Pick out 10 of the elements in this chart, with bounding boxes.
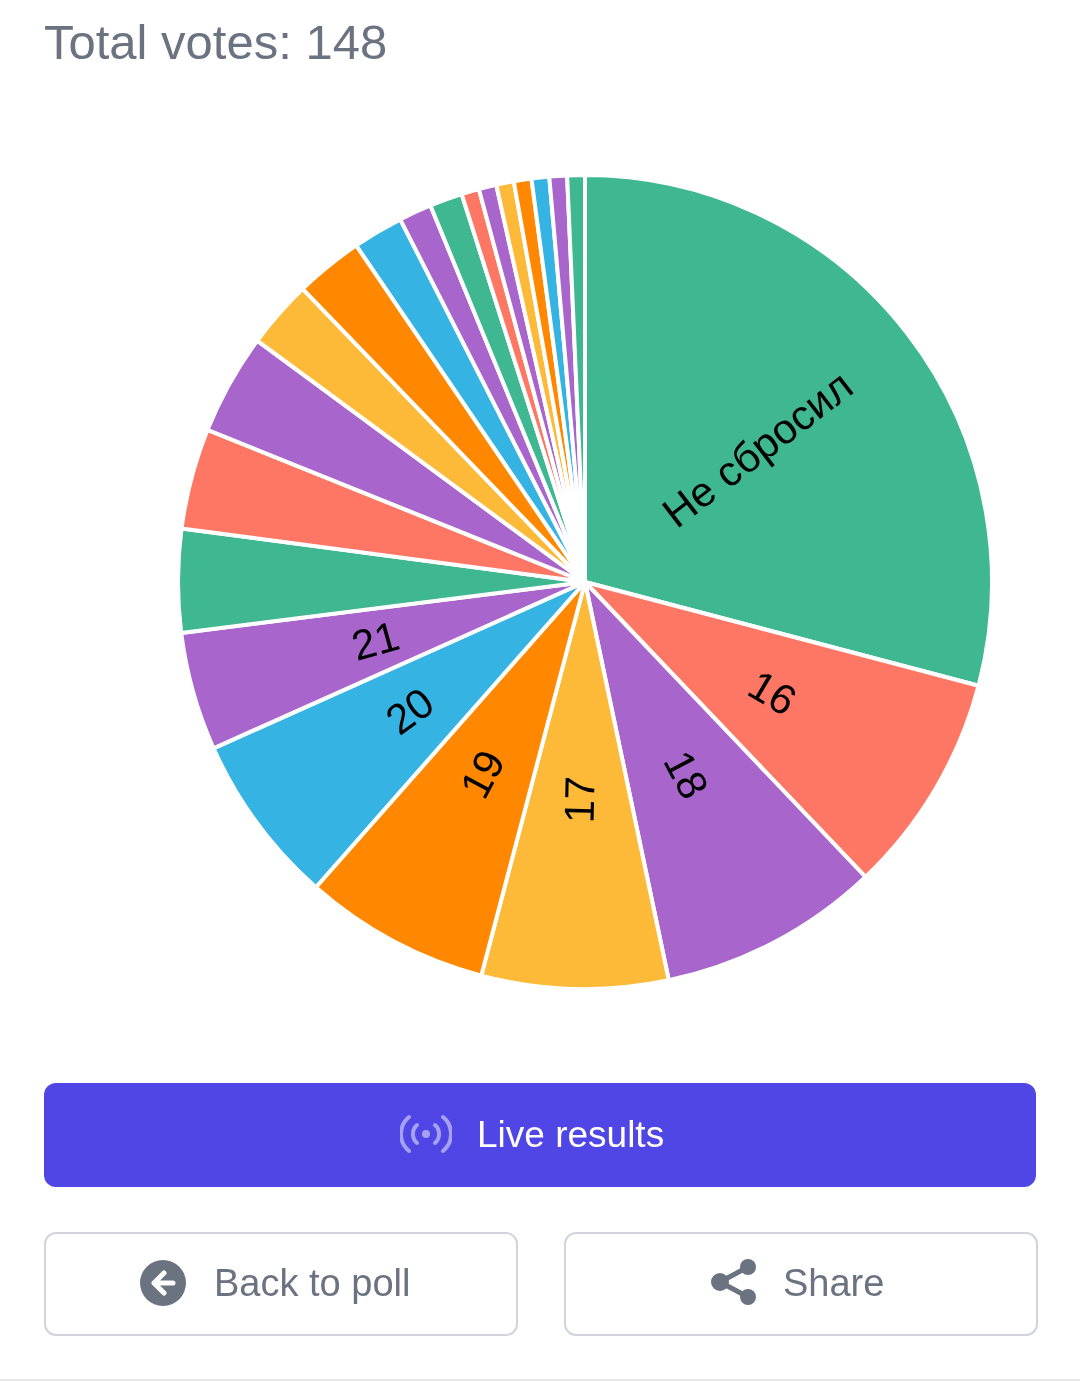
- chart-title: Total votes: 148: [44, 15, 388, 69]
- slice-label: 18: [654, 743, 718, 807]
- slice-label: 16: [740, 660, 805, 725]
- text: Live results: [477, 1113, 665, 1157]
- slice-label: 21: [346, 611, 405, 670]
- text: Share: [783, 1261, 885, 1305]
- slice-label: 20: [376, 678, 443, 744]
- slice-label: 19: [450, 742, 515, 806]
- slice-label: 17: [555, 775, 604, 824]
- text: Back to poll: [214, 1261, 411, 1305]
